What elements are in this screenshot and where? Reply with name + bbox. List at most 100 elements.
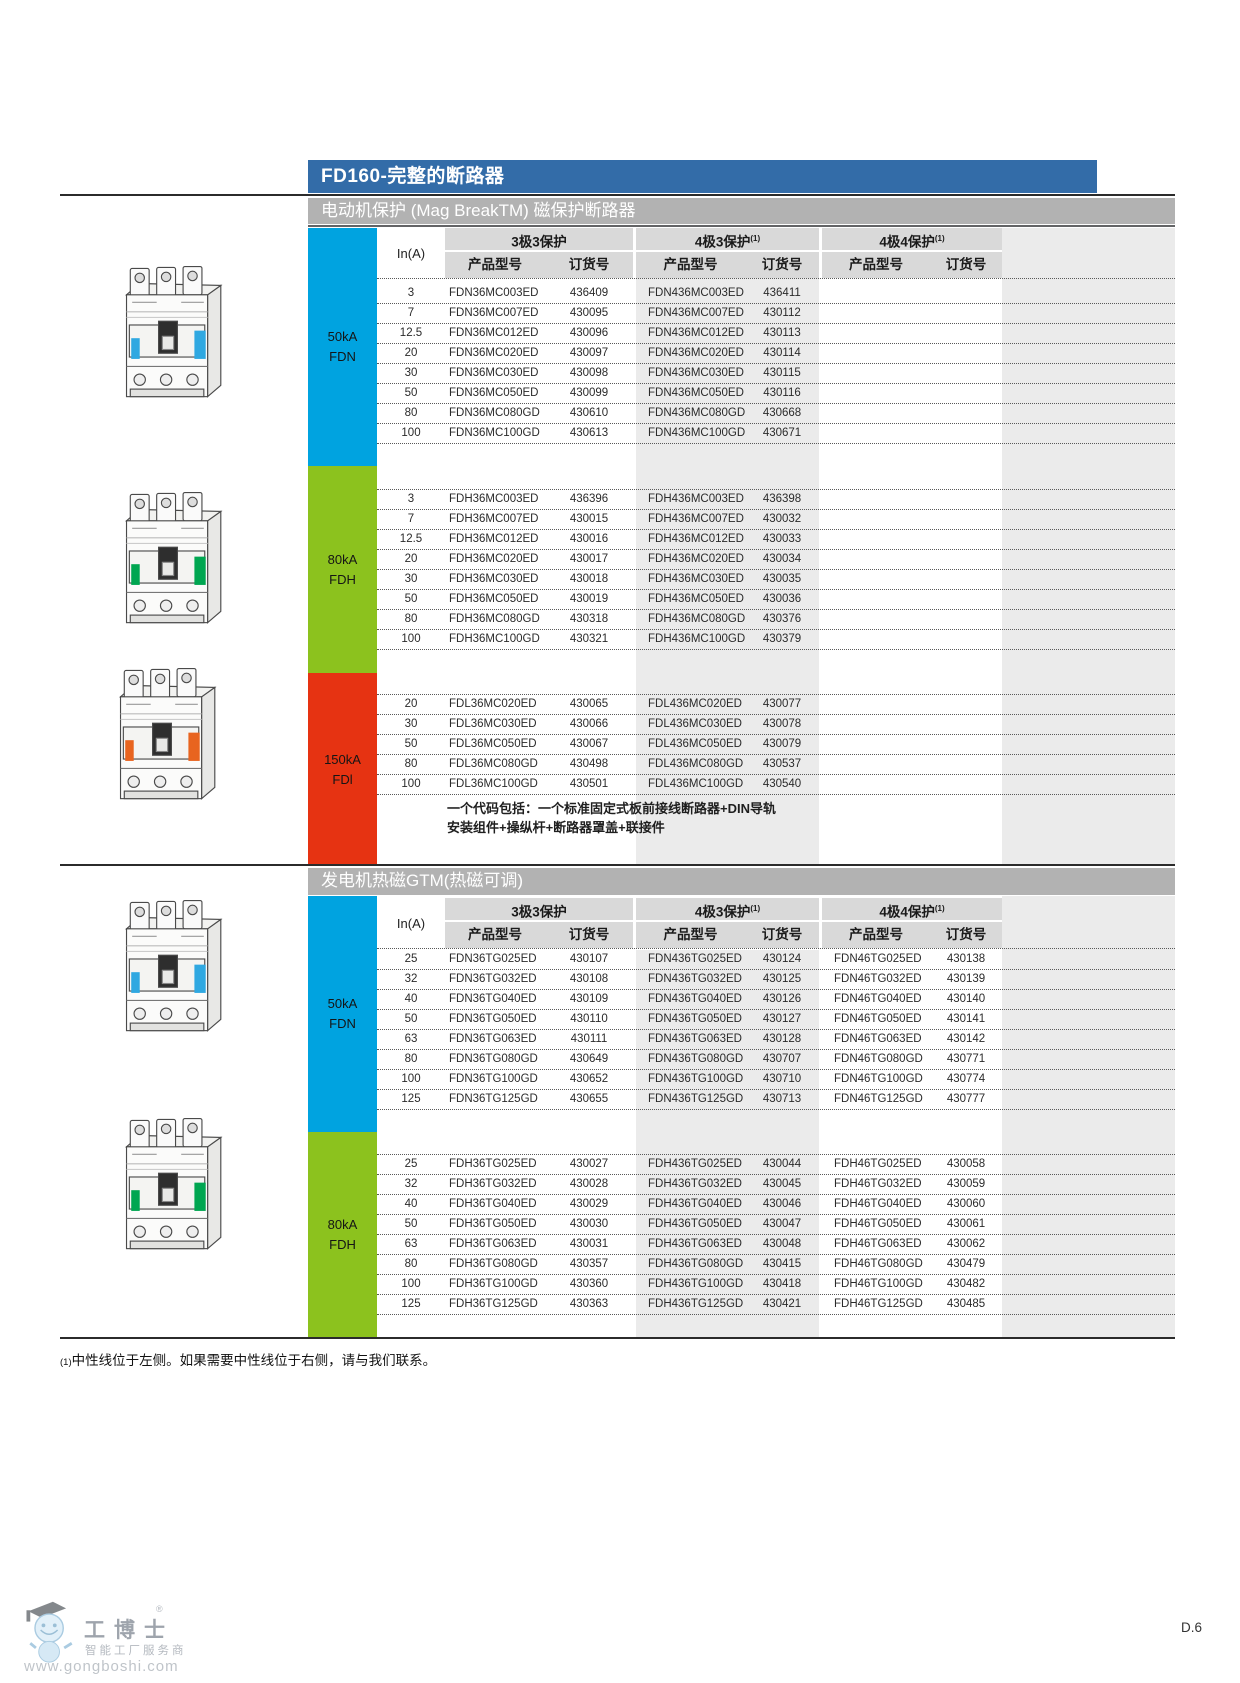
column-header-model: 产品型号 [663,257,718,272]
cell-model-3p3: FDH36TG125GD [449,1298,538,1310]
cell-in: 125 [401,1093,421,1105]
table-row: 20 FDN36MC020ED 430097 FDN436MC020ED 430… [377,344,1175,364]
table-row: 40 FDN36TG040ED 430109 FDN436TG040ED 430… [377,990,1175,1010]
cell-in: 20 [404,698,418,710]
table-row: 50 FDH36TG050ED 430030 FDH436TG050ED 430… [377,1215,1175,1235]
cell-order-4p4 [930,404,1002,423]
cell-model-3p3: FDN36TG025ED [449,953,537,965]
cell-model-4p3: FDN436TG080GD [648,1053,744,1065]
cell-order-4p4 [930,364,1002,383]
cell-order-3p3: 436409 [569,287,609,299]
cell-model-4p4: FDN46TG063ED [834,1033,922,1045]
cell-model-3p3: FDH36TG040ED [449,1198,537,1210]
page-number: D.6 [1180,1620,1202,1635]
cell-order-4p4: 430141 [946,1013,986,1025]
cell-order-4p4 [930,570,1002,589]
cell-order-3p3: 430027 [569,1158,609,1170]
table-row: 80 FDH36TG080GD 430357 FDH436TG080GD 430… [377,1255,1175,1275]
cell-model-3p3: FDH36MC007ED [449,513,539,525]
group-label: 4极4保护 [879,234,935,250]
cell-model-3p3: FDL36MC050ED [449,738,537,750]
cell-in: 30 [404,367,418,379]
cell-order-3p3: 430098 [569,367,609,379]
group-footnote-mark: (1) [934,904,945,913]
column-header-model: 产品型号 [663,927,718,942]
group-4p4: 4极4保护(1) 产品型号 订货号 [822,228,1002,278]
cell-order-4p3: 430540 [762,778,802,790]
cell-order-4p4 [930,775,1002,794]
column-headers: 产品型号 订货号 [636,922,819,948]
cell-in: 20 [404,553,418,565]
cell-model-4p4 [822,490,930,509]
cell-order-4p4 [930,530,1002,549]
cell-in: 50 [404,593,418,605]
page-title: FD160-完整的断路器 [308,160,1097,193]
cell-model-4p4: FDN46TG050ED [834,1013,922,1025]
cell-model-4p3: FDN436MC100GD [648,427,746,439]
cell-model-4p4: FDH46TG025ED [834,1158,922,1170]
group-footnote-mark: (1) [934,234,945,243]
group-label: 3极3保护 [511,904,567,920]
group-4p4: 4极4保护(1) 产品型号 订货号 [822,898,1002,948]
cell-order-4p3: 430537 [762,758,802,770]
cell-order-3p3: 430363 [569,1298,609,1310]
cell-model-3p3: FDN36MC080GD [449,407,540,419]
column-header-model: 产品型号 [468,257,522,272]
cell-model-4p3: FDN436MC020ED [648,347,744,359]
cell-order-4p3: 430034 [762,553,802,565]
rating-label: 50kA [327,996,358,1011]
cell-order-4p3: 430116 [763,387,801,399]
group-header: 4极4保护(1) [822,228,1002,250]
cell-model-4p4: FDN46TG032ED [834,973,922,985]
cell-order-3p3: 430030 [569,1218,609,1230]
cell-order-3p3: 430031 [569,1238,609,1250]
cell-model-4p4: FDN46TG080GD [834,1053,923,1065]
section2-title: 发电机热磁GTM(热磁可调) [308,868,1175,895]
cell-model-4p4: FDH46TG125GD [834,1298,923,1310]
cell-order-3p3: 430017 [569,553,609,565]
series-label: FDH [329,1236,356,1252]
cell-model-3p3: FDN36TG032ED [449,973,537,985]
cell-order-4p4: 430774 [946,1073,986,1085]
cell-model-3p3: FDH36TG063ED [449,1238,537,1250]
table-row: 125 FDN36TG125GD 430655 FDN436TG125GD 43… [377,1090,1175,1110]
cell-order-4p4: 430140 [946,993,986,1005]
cell-order-4p4 [930,384,1002,403]
column-header-order: 订货号 [761,257,803,272]
cell-model-4p3: FDH436MC007ED [648,513,744,525]
cell-model-4p4: FDN46TG040ED [834,993,922,1005]
cell-model-3p3: FDN36TG080GD [449,1053,538,1065]
cell-model-4p3: FDH436TG080GD [648,1258,744,1270]
cell-model-3p3: FDN36MC050ED [449,387,539,399]
cell-order-3p3: 430318 [569,613,609,625]
breaker-image-fdn-gtm [125,899,222,1032]
cell-model-4p3: FDH436TG032ED [648,1178,742,1190]
cell-order-3p3: 430096 [569,327,609,339]
cell-model-4p3: FDH436MC030ED [648,573,744,585]
cell-order-4p4 [930,510,1002,529]
cell-order-3p3: 430108 [569,973,609,985]
cell-order-4p3: 430113 [763,327,801,339]
cell-order-4p4 [930,344,1002,363]
cell-model-4p4 [822,715,930,734]
registered-mark-icon: ® [156,1604,163,1614]
series-label: FDl [332,771,353,787]
cell-model-4p3: FDH436MC100GD [648,633,746,645]
cell-order-4p4: 430062 [946,1238,986,1250]
table-row: 80 FDN36MC080GD 430610 FDN436MC080GD 430… [377,404,1175,424]
group-footnote-mark: (1) [750,904,761,913]
cell-order-4p3: 430077 [762,698,802,710]
cell-model-3p3: FDH36TG100GD [449,1278,538,1290]
table-row: 50 FDH36MC050ED 430019 FDH436MC050ED 430… [377,590,1175,610]
cell-model-4p3: FDH436TG100GD [648,1278,744,1290]
cell-order-3p3: 430018 [569,573,609,585]
cell-order-3p3: 430029 [569,1198,609,1210]
cell-in: 80 [404,407,418,419]
rating-label: 80kA [327,1216,358,1232]
cell-model-4p4 [822,510,930,529]
column-header-order: 订货号 [761,927,803,942]
column-header-order: 订货号 [568,927,610,942]
group-header: 4极3保护(1) [636,898,819,920]
column-header-order: 订货号 [945,927,987,942]
cell-model-3p3: FDL36MC020ED [449,698,537,710]
